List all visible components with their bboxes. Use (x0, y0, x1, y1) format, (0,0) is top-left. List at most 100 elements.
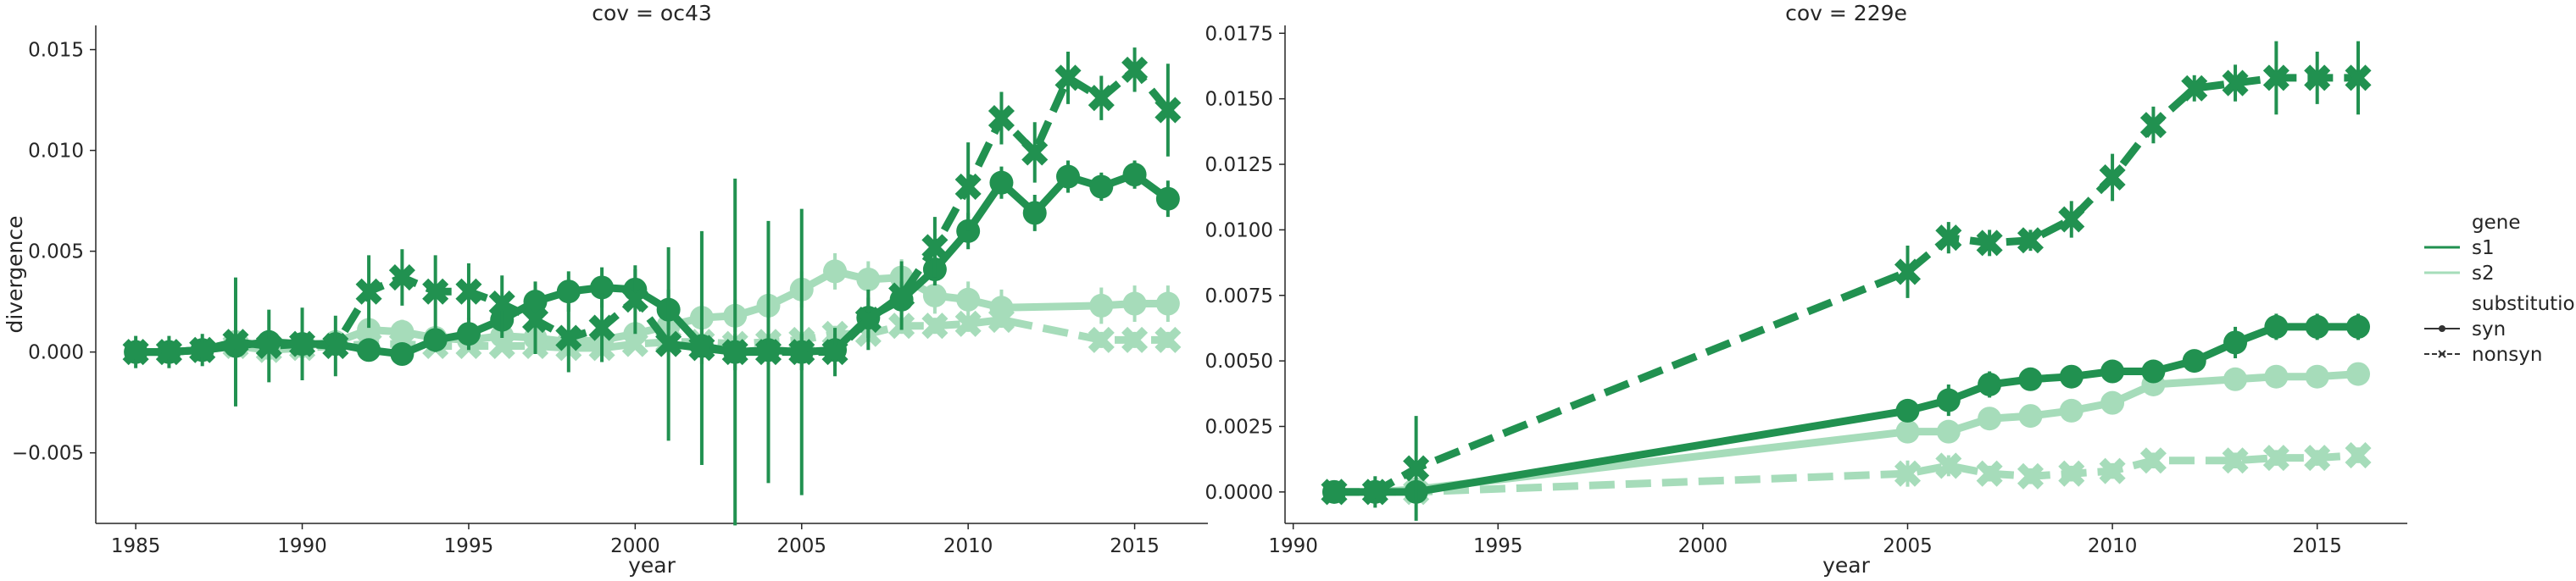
y-tick-label: 0.0075 (1205, 285, 1273, 307)
data-point (2305, 314, 2329, 339)
x-axis-label: year (1822, 553, 1870, 578)
data-point (1935, 452, 1962, 479)
data-point (456, 322, 481, 346)
data-point (1122, 291, 1147, 316)
data-point (2223, 367, 2248, 391)
data-point (1976, 230, 2003, 257)
y-axis-label: divergence (3, 215, 27, 333)
x-tick-label: 2010 (943, 535, 993, 557)
legend-label-s2: s2 (2472, 263, 2495, 285)
legend-gene-title: gene (2472, 212, 2520, 234)
series-s1-syn (124, 160, 1180, 371)
x-tick-label: 1995 (444, 535, 494, 557)
legend: gene s1 s2 substitution syn nonsyn (2424, 212, 2576, 366)
x-tick-label: 2000 (1678, 535, 1728, 557)
x-tick-label: 1990 (277, 535, 327, 557)
y-tick-label: 0.010 (28, 141, 84, 163)
data-point (2304, 445, 2331, 472)
data-point (1935, 224, 1962, 252)
data-point (2059, 364, 2084, 389)
data-point (989, 170, 1014, 195)
data-point (2223, 330, 2248, 355)
y-tick-label: −0.005 (12, 443, 84, 465)
data-point (2182, 349, 2206, 374)
series-line-s1-nonsyn (1333, 74, 2359, 496)
panel-229e: cov = 229e 1990 1995 2000 2005 2010 2015 0.0000… (1205, 1, 2407, 578)
data-point (2264, 314, 2289, 339)
data-point (954, 310, 982, 337)
data-point (2346, 362, 2371, 386)
data-point (2099, 163, 2126, 191)
data-point (754, 339, 782, 366)
data-point (1122, 163, 1147, 187)
data-point (1088, 326, 1115, 353)
data-point (2304, 64, 2331, 91)
data-point (1321, 479, 1348, 506)
data-point (255, 332, 282, 360)
data-point (1089, 174, 1114, 199)
data-point (788, 339, 815, 366)
data-point (322, 332, 349, 360)
y-tick-label: 0.005 (28, 241, 84, 263)
data-point (2345, 442, 2372, 469)
data-point (1088, 85, 1115, 112)
data-point (2139, 112, 2167, 139)
data-point (956, 287, 981, 312)
data-point (1054, 64, 1082, 91)
data-point (988, 307, 1015, 334)
data-point (1021, 139, 1049, 166)
data-point (2099, 457, 2126, 484)
x-tick-label: 1985 (111, 535, 161, 557)
legend-marker-nonsyn (2438, 350, 2446, 358)
y-tick-label: 0.000 (28, 342, 84, 364)
data-point (821, 339, 848, 366)
data-point (556, 279, 581, 304)
data-point (2181, 75, 2208, 102)
data-point (1895, 419, 1920, 444)
data-point (422, 278, 449, 305)
data-point (588, 314, 615, 341)
data-point (2017, 462, 2044, 490)
data-point (2305, 364, 2329, 389)
data-point (155, 339, 182, 366)
data-point (289, 330, 316, 357)
data-point (590, 275, 615, 300)
series-s1-nonsyn (1321, 41, 2372, 521)
data-point (1978, 407, 2002, 431)
data-point (357, 338, 381, 362)
data-point (1121, 326, 1149, 353)
series-s2-nonsyn (1321, 442, 2372, 506)
data-point (1022, 201, 1047, 225)
y-tick-label: 0.0100 (1205, 219, 1273, 241)
panel-title: cov = 229e (1785, 1, 1907, 25)
data-point (721, 339, 748, 366)
panel-oc43: cov = oc43 1985 1990 1995 2000 2005 2010 2015 −0… (3, 1, 1208, 578)
data-point (2058, 460, 2085, 487)
data-point (1895, 398, 1920, 423)
x-tick-label: 2010 (2088, 535, 2138, 557)
legend-label-syn: syn (2472, 318, 2506, 340)
data-point (189, 336, 216, 363)
y-tick-label: 0.0175 (1205, 23, 1273, 45)
y-tick-label: 0.0000 (1205, 482, 1273, 504)
y-tick-label: 0.0025 (1205, 416, 1273, 438)
data-point (2139, 447, 2167, 474)
data-point (1056, 164, 1081, 189)
series-line-s1-syn (1333, 323, 2359, 496)
x-tick-label: 2015 (1110, 535, 1160, 557)
legend-substitution-title: substitution (2472, 293, 2576, 315)
y-tick-label: 0.0125 (1205, 154, 1273, 176)
x-tick-label: 1995 (1473, 535, 1523, 557)
x-tick-label: 2015 (2292, 535, 2342, 557)
data-point (1154, 97, 1182, 124)
data-point (2262, 445, 2289, 472)
data-point (2345, 64, 2372, 91)
data-point (1155, 291, 1180, 316)
data-point (488, 332, 515, 360)
y-tick-label: 0.0150 (1205, 89, 1273, 111)
data-point (1154, 326, 1182, 353)
data-point (2222, 69, 2249, 97)
data-point (555, 324, 582, 351)
